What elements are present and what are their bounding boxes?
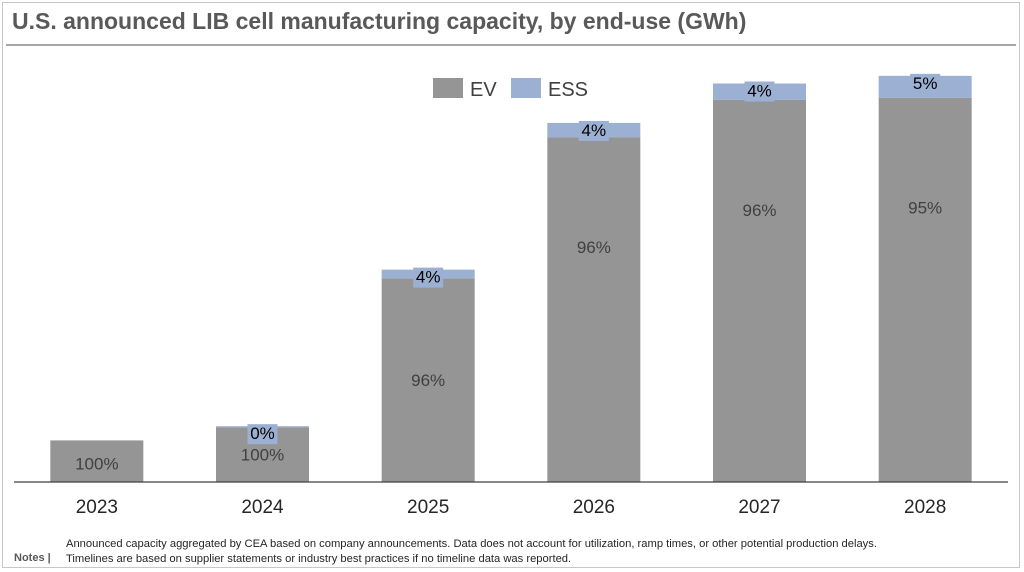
legend-label-ev: EV [470, 79, 497, 101]
bars-group: 100% 100% 0% 96% 4% 96% 4% 96% 4% 95% 5% [50, 73, 972, 483]
data-label-ess-bg-2027 [744, 81, 775, 102]
x-tick-label-2027: 2027 [738, 497, 780, 518]
bar-ev-2023 [50, 440, 144, 482]
bar-ev-2027 [713, 99, 806, 483]
notes-label: Notes | [14, 552, 51, 564]
data-label-ess-bg-2024 [247, 424, 278, 445]
x-tick-label-2023: 2023 [76, 497, 118, 518]
data-label-ess-2025: 4% [416, 268, 441, 287]
x-tick-label-2028: 2028 [904, 497, 946, 518]
x-tick-label-2024: 2024 [241, 497, 284, 518]
data-label-ess-bg-2026 [578, 120, 609, 141]
notes-line-2: Timelines are based on supplier statemen… [66, 553, 572, 565]
title-divider [6, 44, 1016, 46]
data-label-ess-bg-2028 [910, 73, 941, 94]
data-label-ev-2028: 95% [908, 199, 942, 218]
data-label-ev-2027: 96% [742, 201, 776, 220]
bar-ev-2026 [547, 137, 641, 482]
notes-text: Announced capacity aggregated by CEA bas… [66, 537, 877, 567]
x-tick-label-2026: 2026 [573, 497, 615, 518]
legend-swatch-ess [511, 78, 541, 98]
data-label-ess-2024: 0% [250, 424, 275, 443]
data-label-ev-2026: 96% [577, 238, 611, 257]
legend: EV ESS [433, 78, 588, 101]
x-tick-label-2025: 2025 [407, 497, 449, 518]
notes-line-1: Announced capacity aggregated by CEA bas… [66, 538, 877, 550]
data-label-ev-2024: 100% [241, 446, 284, 465]
legend-swatch-ev [433, 78, 463, 98]
x-axis: 2023 2024 2025 2026 2027 2028 [14, 481, 1008, 518]
data-label-ess-2028: 5% [913, 74, 938, 93]
chart-title: U.S. announced LIB cell manufacturing ca… [12, 8, 747, 34]
data-label-ess-bg-2025 [413, 267, 444, 288]
data-label-ess-2027: 4% [747, 82, 772, 101]
data-label-ess-2026: 4% [582, 121, 607, 140]
legend-label-ess: ESS [548, 79, 588, 101]
data-label-ev-2023: 100% [75, 454, 118, 473]
bar-ev-2028 [878, 97, 972, 482]
bar-ev-2025 [381, 278, 475, 482]
data-label-ev-2025: 96% [411, 371, 445, 390]
